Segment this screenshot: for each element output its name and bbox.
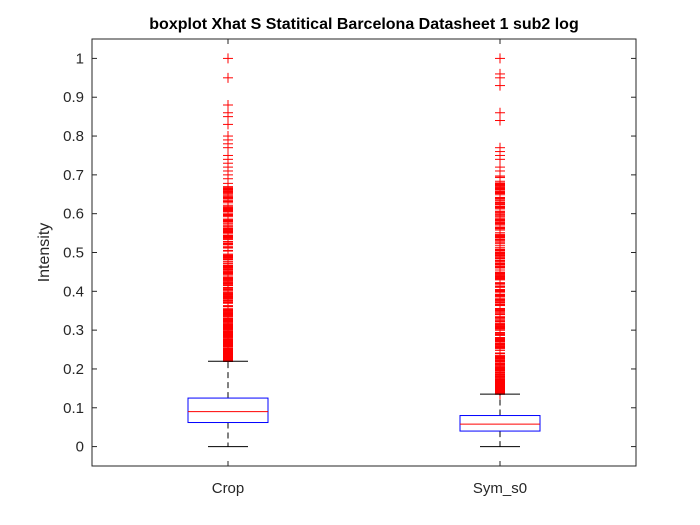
outlier-marker — [223, 53, 233, 64]
axes-frame — [91, 38, 637, 467]
y-tick-label: 0.8 — [63, 128, 84, 145]
outlier-marker — [495, 222, 505, 233]
y-tick-label: 0.3 — [63, 322, 84, 339]
y-axis-label: Intensity — [36, 223, 53, 283]
box-crop — [187, 360, 269, 448]
box-sym-s0 — [459, 393, 541, 448]
outlier-marker — [495, 181, 505, 192]
y-tick-label: 0 — [76, 439, 84, 456]
outlier-marker — [495, 282, 505, 293]
outlier-marker — [495, 53, 505, 64]
outlier-marker — [495, 107, 505, 118]
outlier-layer — [223, 53, 505, 400]
outlier-marker — [223, 331, 233, 342]
outlier-marker — [223, 188, 233, 199]
y-tick-label: 0.1 — [63, 400, 84, 417]
y-tick-label: 0.7 — [63, 167, 84, 184]
outlier-marker — [223, 203, 233, 214]
outlier-marker — [495, 376, 505, 387]
x-tick-label: Crop — [212, 480, 245, 497]
outlier-marker — [223, 276, 233, 287]
outlier-marker — [495, 297, 505, 308]
tick-layer: 0 0.1 0.2 0.3 0.4 0.5 0.6 0.7 0.8 0.9 1 Crop Sym_s0 — [63, 39, 636, 497]
y-tick-label: 0.2 — [63, 361, 84, 378]
outlier-marker — [223, 221, 233, 232]
y-tick-label: 0.9 — [63, 89, 84, 106]
outlier-marker — [495, 329, 505, 340]
outlier-marker — [495, 68, 505, 79]
outlier-marker — [495, 305, 505, 316]
outlier-marker — [495, 316, 505, 327]
chart-title: boxplot Xhat S Statitical Barcelona Data… — [149, 16, 578, 33]
box-iqr — [459, 415, 541, 432]
outlier-marker — [495, 244, 505, 255]
outlier-marker — [223, 99, 233, 110]
outlier-marker — [223, 322, 233, 333]
outliers-sym-s0 — [495, 53, 505, 400]
outliers-crop — [223, 53, 233, 367]
outlier-marker — [495, 256, 505, 267]
box-iqr — [187, 397, 269, 424]
y-tick-label: 0.6 — [63, 206, 84, 223]
outlier-marker — [223, 231, 233, 242]
outlier-marker — [223, 250, 233, 261]
box-layer — [187, 360, 541, 448]
y-tick-label: 0.5 — [63, 245, 84, 262]
outlier-marker — [223, 131, 233, 142]
y-tick-label: 1 — [76, 50, 84, 67]
outlier-marker — [495, 351, 505, 362]
outlier-marker — [223, 289, 233, 300]
outlier-marker — [495, 361, 505, 372]
y-tick-label: 0.4 — [63, 283, 84, 300]
outlier-marker — [223, 72, 233, 83]
x-tick-label: Sym_s0 — [473, 480, 527, 497]
outlier-marker — [495, 192, 505, 203]
outlier-marker — [495, 267, 505, 278]
outlier-marker — [495, 142, 505, 153]
